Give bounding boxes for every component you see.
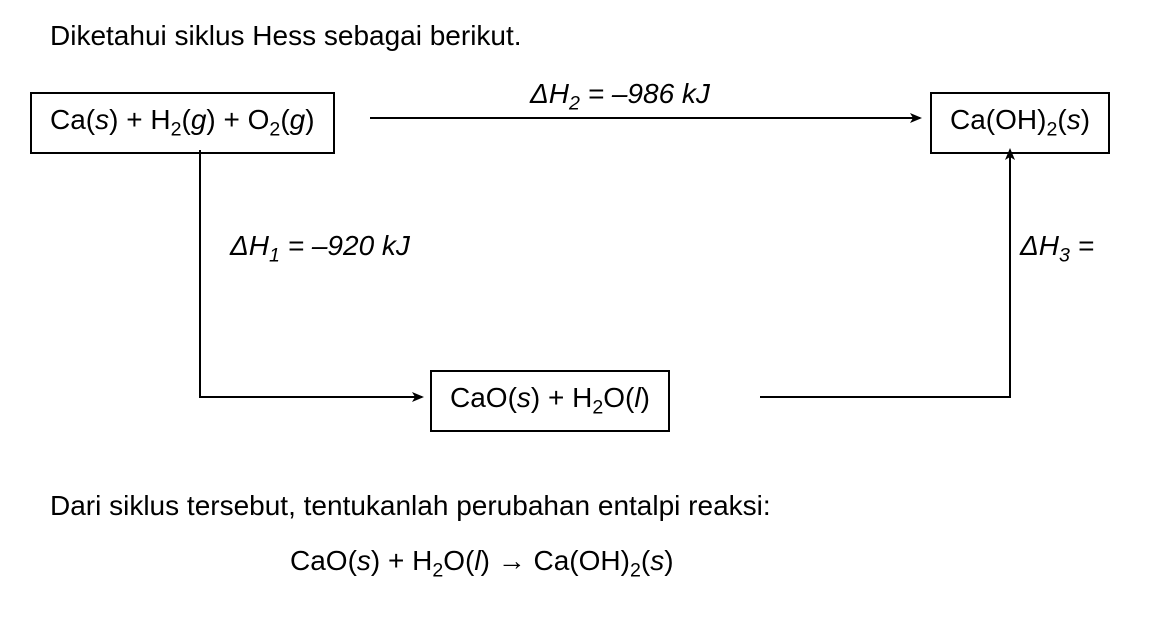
hess-box-intermediate: CaO(s) + H2O(l) bbox=[430, 370, 670, 432]
page-title: Diketahui siklus Hess sebagai berikut. bbox=[50, 20, 522, 52]
delta-h1-label: ΔH1 = –920 kJ bbox=[230, 230, 410, 268]
arrow-right-up bbox=[760, 150, 1010, 397]
hess-box-product: Ca(OH)2(s) bbox=[930, 92, 1110, 154]
arrow-left-down bbox=[200, 150, 422, 397]
question-text: Dari siklus tersebut, tentukanlah peruba… bbox=[50, 490, 771, 522]
delta-h2-label: ΔH2 = –986 kJ bbox=[530, 78, 710, 116]
hess-box-reactants: Ca(s) + H2(g) + O2(g) bbox=[30, 92, 335, 154]
reaction-equation: CaO(s) + H2O(l) → Ca(OH)2(s) bbox=[290, 545, 674, 583]
delta-h3-label: ΔH3 = bbox=[1020, 230, 1094, 268]
